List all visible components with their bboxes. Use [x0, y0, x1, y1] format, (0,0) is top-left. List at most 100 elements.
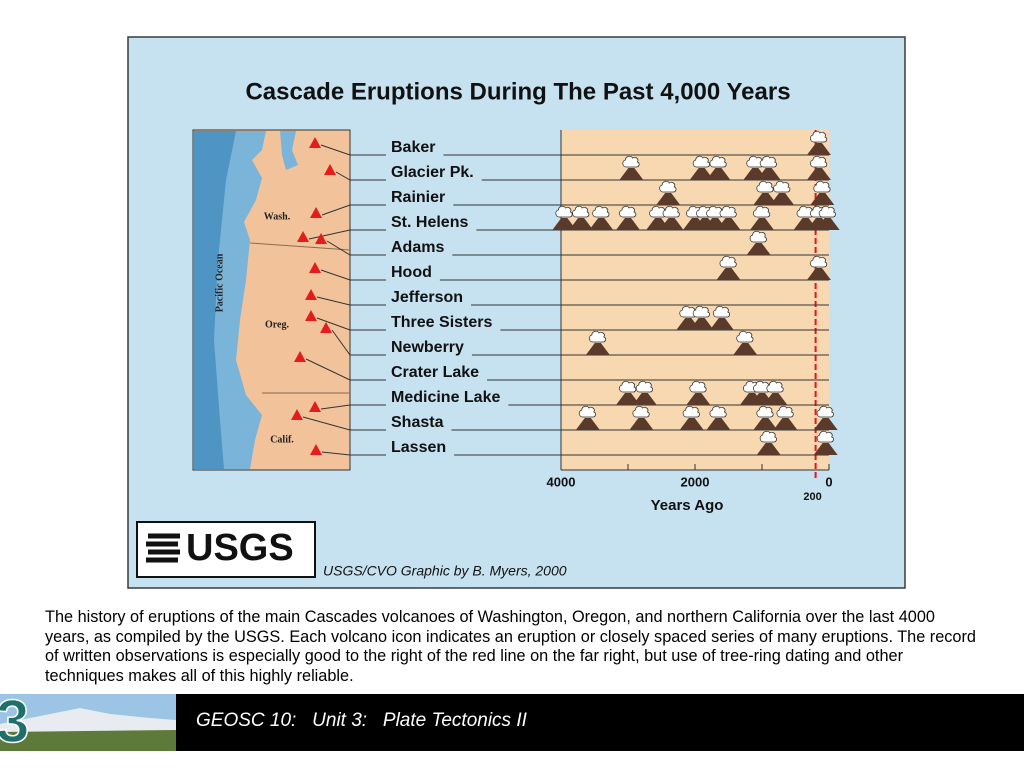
eruption-icon [810, 180, 835, 205]
ash-cloud [756, 180, 774, 193]
volcano-name: Newberry [391, 339, 464, 356]
volcano-cone [659, 218, 684, 230]
ash-cloud [592, 205, 610, 218]
ash-cloud [810, 130, 828, 143]
volcano-cone [679, 418, 704, 430]
eruption-icon [709, 305, 734, 330]
ash-cloud [659, 180, 677, 193]
eruption-icon [616, 380, 640, 405]
ash-cloud [810, 255, 828, 268]
logo-text: USGS [186, 527, 294, 569]
x-tick-label: 0 [825, 474, 832, 489]
caption: The history of eruptions of the main Cas… [45, 608, 976, 685]
x-axis-label: Years Ago [651, 497, 724, 514]
eruption-icon [716, 255, 741, 280]
ash-cloud [766, 380, 784, 393]
volcano-cone [763, 393, 788, 405]
eruption-icon [756, 155, 781, 180]
ash-cloud [709, 405, 727, 418]
eruption-icon [552, 205, 577, 230]
eruption-icon [815, 205, 840, 230]
volcano-cone [756, 443, 781, 455]
volcano-cone [689, 168, 714, 180]
volcano-name: St. Helens [391, 214, 468, 231]
ash-cloud [759, 430, 777, 443]
footer: 3 GEOSC 10: Unit 3: Plate Tectonics II [0, 694, 1024, 751]
footer-bar: GEOSC 10: Unit 3: Plate Tectonics II [176, 694, 1024, 751]
ash-cloud [619, 380, 637, 393]
volcano-cone [813, 443, 838, 455]
volcano-cone [552, 218, 577, 230]
map-volcano [305, 310, 317, 321]
volcano-name: Glacier Pk. [391, 164, 474, 181]
ash-cloud [689, 380, 707, 393]
volcano-name: Baker [391, 139, 435, 156]
ash-cloud [810, 155, 828, 168]
eruption-icon [569, 205, 594, 230]
ash-cloud [712, 305, 730, 318]
volcano-name: Medicine Lake [391, 389, 500, 406]
volcano-name: Shasta [391, 414, 444, 431]
leader-line [320, 404, 386, 410]
volcano-cone [716, 218, 741, 230]
eruption-icon [629, 405, 654, 430]
volcano-cone [619, 168, 644, 180]
leader-line [302, 416, 386, 431]
ash-cloud [578, 405, 596, 418]
ash-cloud [692, 155, 710, 168]
volcano-cone [575, 418, 600, 430]
eruption-icon [753, 405, 778, 430]
map-label: Pacific Ocean [214, 253, 225, 312]
badge: 3 [0, 694, 29, 751]
leader-line [320, 144, 386, 156]
chart-title: Cascade Eruptions During The Past 4,000 … [245, 78, 790, 105]
ash-cloud [572, 205, 590, 218]
volcano-name: Hood [391, 264, 432, 281]
eruption-icon [773, 405, 798, 430]
eruption-icon [689, 155, 714, 180]
eruption-icon [689, 305, 714, 330]
map-volcano [310, 207, 322, 218]
reference-label: 200 [803, 491, 821, 503]
map-volcano [315, 233, 327, 244]
volcano-cone [629, 418, 654, 430]
volcano-cone [689, 318, 714, 330]
ash-cloud [588, 330, 607, 343]
eruption-icon [585, 330, 610, 355]
ash-cloud [749, 230, 767, 243]
eruption-icon [806, 155, 831, 180]
volcano-cone [733, 343, 758, 355]
eruption-icon [770, 180, 795, 205]
ash-cloud [709, 155, 727, 168]
map-label: Calif. [270, 434, 294, 445]
volcano-cone [770, 193, 795, 205]
ash-cloud [662, 205, 680, 218]
volcano-cone [806, 143, 831, 155]
ash-cloud [753, 205, 771, 218]
credit: USGS/CVO Graphic by B. Myers, 2000 [323, 563, 567, 579]
leader-line [335, 171, 386, 181]
volcano-cone [632, 393, 657, 405]
volcano-cone [773, 418, 798, 430]
volcano-cone [616, 393, 640, 405]
leader-line [321, 451, 386, 456]
eruption-icon [813, 405, 838, 430]
map-volcano [305, 289, 317, 300]
volcano-cone [813, 418, 838, 430]
volcano-cone [686, 393, 711, 405]
eruption-icon [806, 130, 831, 155]
state-border [249, 242, 351, 251]
leader-line [308, 229, 386, 240]
leader-line [305, 358, 386, 381]
logo-waves [146, 533, 180, 563]
eruption-icon [686, 380, 711, 405]
ash-cloud [818, 205, 836, 218]
volcano-cone [716, 268, 741, 280]
map-volcano [310, 444, 322, 455]
map-volcano [309, 137, 321, 148]
leader-line [331, 329, 386, 356]
ash-cloud [682, 405, 700, 418]
x-tick-label: 2000 [681, 474, 710, 489]
eruption-icon [716, 205, 741, 230]
